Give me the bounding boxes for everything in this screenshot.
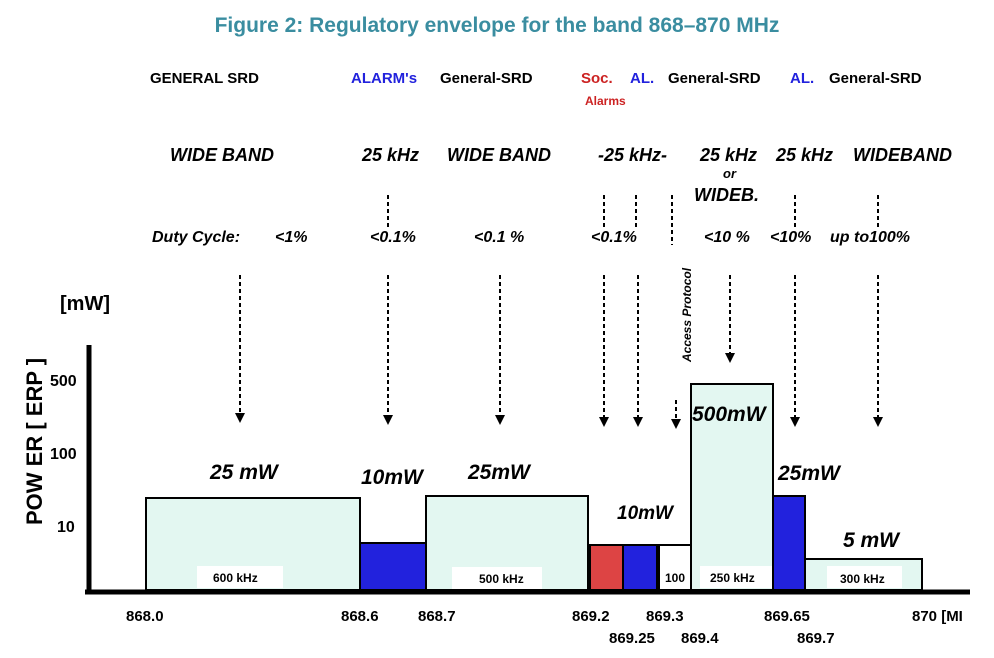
bandwidth-label-3: WIDE BAND — [447, 145, 551, 165]
duty-cycle-1: <1% — [275, 229, 308, 246]
duty-cycle-6: <10% — [770, 229, 812, 246]
bandwidth-box-500khz — [452, 567, 542, 589]
x-tick-869-25: 869.25 — [609, 630, 655, 647]
category-general-srd-3: General-SRD — [668, 70, 761, 87]
bandwidth-box-300khz-text: 300 kHz — [840, 572, 885, 586]
bandwidth-label-7: WIDEBAND — [853, 145, 952, 165]
power-label-2: 10mW — [361, 466, 423, 489]
bandwidth-label-5-wide: WIDEB. — [694, 185, 759, 205]
category-alarms: ALARM's — [351, 70, 418, 87]
bandwidth-box-600khz — [197, 566, 283, 588]
x-tick-868-7: 868.7 — [418, 608, 456, 625]
x-tick-869-4: 869.4 — [681, 630, 719, 647]
bandwidth-box-100-text: 100 — [665, 571, 685, 585]
x-tick-869-65: 869.65 — [764, 608, 810, 625]
x-tick-869-7: 869.7 — [797, 630, 835, 647]
duty-cycle-4: <0.1% — [591, 229, 637, 246]
bandwidth-label-2: 25 kHz — [362, 145, 420, 165]
band-869-4-869-65 — [690, 383, 774, 591]
bandwidth-box-250khz-text: 250 kHz — [710, 571, 755, 585]
category-soc: Soc. — [581, 70, 613, 87]
duty-cycle-3: <0.1 % — [474, 229, 525, 246]
band-869-3-869-4 — [658, 544, 692, 591]
power-label-5: 500mW — [692, 403, 766, 426]
category-al-2: AL. — [790, 70, 815, 87]
bandwidth-label-1: WIDE BAND — [170, 145, 274, 165]
bandwidth-label-6: 25 kHz — [776, 145, 834, 165]
band-868-6-868-7-alarm — [359, 542, 427, 591]
category-general-srd: GENERAL SRD — [150, 70, 259, 87]
power-label-7: 5 mW — [843, 529, 900, 552]
x-tick-868-0: 868.0 — [126, 608, 164, 625]
band-869-65-869-7-alarm — [772, 495, 806, 591]
power-label-3: 25mW — [468, 461, 530, 484]
x-tick-869-2: 869.2 — [572, 608, 610, 625]
category-general-srd-2: General-SRD — [440, 70, 533, 87]
duty-cycle-2: <0.1% — [370, 229, 416, 246]
bandwidth-label-4: -25 kHz- — [598, 145, 668, 165]
duty-cycle-7: up to100% — [830, 229, 911, 246]
power-label-4: 10mW — [617, 503, 673, 524]
bandwidth-box-600khz-text: 600 kHz — [213, 571, 258, 585]
band-869-25-869-3-alarm — [622, 544, 658, 591]
bandwidth-label-5: 25 kHz — [700, 145, 758, 165]
y-tick-100: 100 — [50, 446, 77, 463]
category-soc-alarms: Alarms — [585, 94, 626, 108]
power-label-6: 25mW — [778, 462, 840, 485]
x-tick-869-3: 869.3 — [646, 608, 684, 625]
category-al-1: AL. — [630, 70, 655, 87]
category-general-srd-4: General-SRD — [829, 70, 922, 87]
bandwidth-box-300khz — [827, 566, 902, 588]
bandwidth-label-5-or: or — [723, 166, 736, 181]
figure-title: Figure 2: Regulatory envelope for the ba… — [214, 14, 780, 37]
bandwidth-box-500khz-text: 500 kHz — [479, 572, 524, 586]
band-869-2-869-25-social-alarm — [589, 544, 624, 591]
bandwidth-box-250khz — [700, 566, 772, 588]
power-label-1: 25 mW — [210, 461, 278, 484]
y-axis-unit: [mW] — [60, 293, 110, 315]
x-tick-868-6: 868.6 — [341, 608, 379, 625]
duty-cycle-label: Duty Cycle: — [152, 229, 241, 246]
y-tick-500: 500 — [50, 373, 77, 390]
y-tick-10: 10 — [57, 519, 75, 536]
duty-cycle-5: <10 % — [704, 229, 750, 246]
x-tick-870: 870 [MI — [912, 608, 963, 625]
